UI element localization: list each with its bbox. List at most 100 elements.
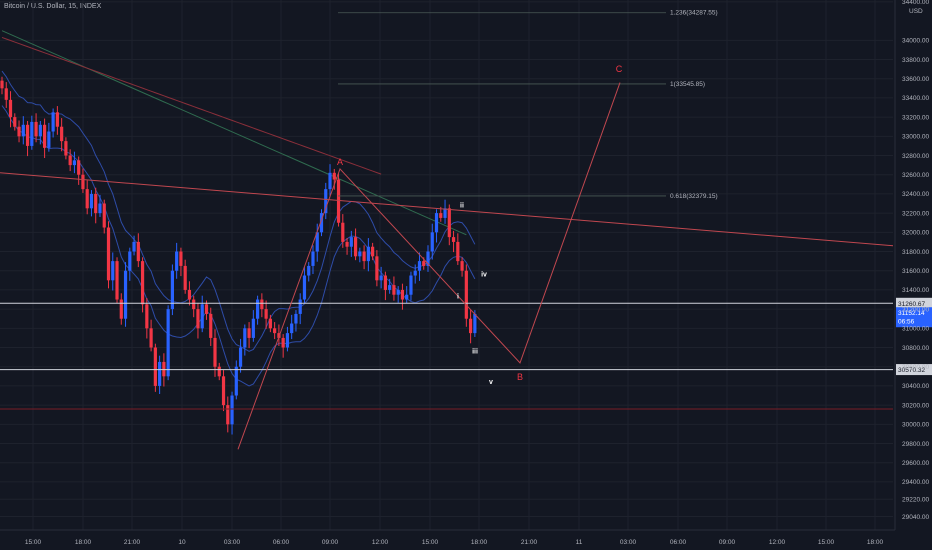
candle-body: [341, 222, 345, 242]
candle-body: [238, 347, 243, 367]
candle-body: [400, 289, 405, 300]
candle-body: [473, 313, 477, 334]
ma-band-upper: [1, 70, 476, 352]
time-axis: 15:00 18:00 21:00 10 03:00 06:00 09:00 12:00 15:…: [0, 529, 895, 546]
y-tick-label: 30200.00: [902, 402, 929, 409]
y-tick-label: 29040.00: [902, 514, 929, 521]
candle-body: [77, 160, 81, 175]
candle-body: [187, 289, 192, 300]
candle-body: [443, 208, 447, 218]
candle-body: [158, 361, 162, 386]
x-tick-label: 06:00: [273, 539, 290, 546]
candle-body: [60, 126, 64, 142]
currency-label: USD: [909, 8, 923, 15]
x-tick-label: 09:00: [322, 539, 339, 546]
price-axis: 34400.00 34000.00 33800.00 33600.00 33400.00…: [894, 0, 929, 530]
candle-body: [307, 265, 311, 276]
y-tick-label: 31200.00: [902, 306, 929, 313]
candle-body: [166, 309, 170, 377]
candle-body: [192, 299, 196, 310]
candle-body: [25, 124, 30, 146]
current-price-label: 31152.14: [898, 310, 925, 317]
candle-body: [221, 376, 226, 406]
candle-body: [85, 189, 89, 209]
candle-body: [285, 333, 290, 348]
candle-body: [8, 99, 13, 118]
candle-body: [111, 261, 115, 281]
candle-body: [68, 155, 72, 166]
candle-body: [102, 203, 106, 228]
candle-body: [388, 285, 392, 290]
candle-body: [336, 179, 341, 223]
candle-body: [366, 246, 370, 262]
candle-body: [149, 328, 153, 348]
candle-body: [362, 251, 366, 262]
candle-body: [140, 261, 145, 305]
candle-body: [209, 313, 213, 338]
y-tick-label: 29800.00: [902, 441, 929, 448]
candle-body: [264, 309, 268, 319]
wave-label: v: [489, 379, 493, 386]
y-tick-label: 33200.00: [902, 114, 929, 121]
x-tick-label: 09:00: [719, 539, 736, 546]
x-tick-label: 15:00: [818, 539, 835, 546]
abc-projection: [237, 82, 621, 450]
wave-label-c: C: [616, 64, 623, 74]
ma-green: [1, 30, 467, 236]
wave-label-a: A: [337, 157, 343, 167]
wave-label: i: [457, 294, 459, 301]
candle-body: [371, 246, 375, 257]
candle-body: [204, 304, 209, 314]
candle-body: [460, 261, 464, 271]
candle-body: [128, 251, 132, 271]
candle-body: [345, 241, 349, 247]
y-tick-label: 29600.00: [902, 460, 929, 467]
countdown-label: 06:56: [898, 319, 915, 326]
y-tick-label: 30000.00: [902, 422, 929, 429]
candle-body: [64, 141, 68, 156]
y-tick-label: 32600.00: [902, 172, 929, 179]
candle-body: [319, 213, 324, 233]
candle-body: [405, 294, 409, 300]
candle-body: [447, 208, 451, 238]
candle-body: [17, 126, 21, 137]
level-price-box: [896, 297, 932, 309]
x-tick-label: 12:00: [769, 539, 786, 546]
candle-body: [464, 270, 468, 319]
candle-body: [243, 328, 247, 348]
candle-body: [302, 275, 307, 300]
x-tick-label: 18:00: [75, 539, 92, 546]
x-tick-label: 18:00: [867, 539, 884, 546]
ma-red: [1, 36, 382, 175]
candle-body: [234, 366, 238, 396]
candle-body: [273, 328, 277, 334]
candle-body: [328, 172, 332, 190]
trend-line: [0, 172, 894, 247]
y-tick-label: 30600.00: [902, 364, 929, 371]
candle-body: [123, 270, 128, 319]
candle-body: [170, 270, 174, 310]
candle-body: [200, 304, 204, 329]
candle-body: [298, 299, 302, 314]
candle-body: [136, 241, 140, 262]
candle-body: [375, 256, 379, 281]
y-tick-label: 31000.00: [902, 326, 929, 333]
level-price-label: 31260.67: [898, 301, 925, 308]
candle-body: [179, 251, 183, 266]
wave-label: ii: [460, 202, 464, 209]
x-tick-label: 21:00: [521, 539, 538, 546]
y-tick-label: 29220.00: [902, 497, 929, 504]
candle-body: [413, 270, 417, 276]
candle-body: [324, 189, 328, 214]
candle-body: [196, 309, 200, 329]
y-tick-label: 34000.00: [902, 38, 929, 45]
candle-body: [38, 124, 42, 137]
fib-level-label: 1.236(34287.55): [670, 10, 718, 17]
y-tick-label: 32000.00: [902, 230, 929, 237]
candle-body: [439, 213, 443, 218]
candle-body: [47, 131, 51, 148]
x-tick-label: 06:00: [670, 539, 687, 546]
candle-body: [417, 261, 422, 271]
x-tick-label: 18:00: [471, 539, 488, 546]
